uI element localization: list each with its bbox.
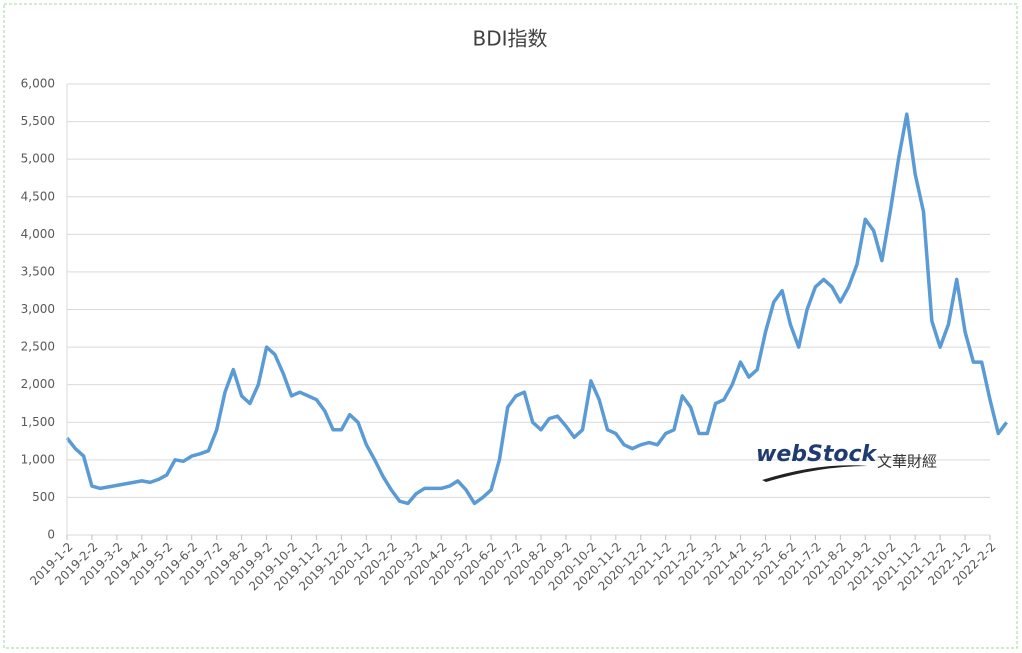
y-tick-label: 6,000 [21,77,55,91]
y-tick-label: 3,000 [21,302,55,316]
y-tick-label: 4,000 [21,227,55,241]
y-tick-label: 1,500 [21,415,55,429]
y-tick-label: 5,500 [21,114,55,128]
chart-title: BDI指数 [472,27,547,51]
watermark-swoosh [762,465,868,482]
y-tick-label: 3,500 [21,264,55,278]
chart-border [3,3,1018,649]
line-series [65,112,1009,506]
y-tick-label: 4,500 [21,189,55,203]
y-tick-label: 1,000 [21,452,55,466]
y-tick-label: 5,000 [21,152,55,166]
watermark-name: 文華財經 [877,453,937,471]
watermark: webStock 文華財經 [756,442,937,482]
y-tick-label: 2,500 [21,340,55,354]
y-tick-label: 0 [47,528,55,542]
watermark-brand: webStock [756,442,878,467]
y-tick-label: 500 [32,490,55,504]
y-tick-label: 2,000 [21,377,55,391]
